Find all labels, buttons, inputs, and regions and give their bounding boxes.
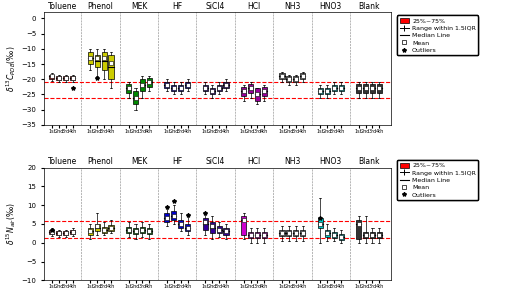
Bar (126, 84, 131, 93)
Bar (185, 82, 190, 88)
Bar (70, 76, 75, 80)
Bar (88, 228, 93, 235)
Bar (300, 230, 305, 236)
Bar (363, 232, 368, 238)
Bar (147, 229, 152, 234)
Bar (248, 84, 253, 93)
Bar (370, 84, 375, 93)
Bar (133, 91, 138, 103)
Bar (185, 224, 190, 232)
Bar (224, 228, 229, 235)
Bar (280, 230, 284, 236)
Bar (56, 232, 61, 235)
Text: Toluene: Toluene (48, 2, 77, 11)
Bar (95, 55, 100, 67)
Bar (56, 76, 61, 80)
Text: MEK: MEK (131, 157, 147, 166)
Bar (293, 76, 298, 82)
Bar (164, 82, 169, 88)
Bar (280, 73, 284, 79)
Text: SiCl4: SiCl4 (206, 157, 226, 166)
Text: Toluene: Toluene (48, 157, 77, 166)
Text: MEK: MEK (131, 2, 147, 11)
Bar (324, 230, 330, 237)
Bar (109, 55, 113, 79)
Bar (262, 87, 267, 96)
Bar (210, 222, 215, 233)
Bar (178, 220, 183, 228)
Bar (248, 232, 253, 238)
Bar (370, 232, 375, 238)
Bar (255, 88, 260, 101)
Bar (377, 84, 382, 93)
Bar (164, 213, 169, 222)
Bar (140, 227, 145, 233)
Y-axis label: $\delta^{13}C_{PDB}(‰)$: $\delta^{13}C_{PDB}(‰)$ (5, 45, 19, 92)
Bar (171, 211, 177, 220)
Bar (63, 232, 68, 235)
Bar (324, 88, 330, 95)
Text: HCl: HCl (247, 157, 261, 166)
Text: HCl: HCl (247, 2, 261, 11)
Bar (101, 52, 107, 70)
Text: Phenol: Phenol (88, 2, 114, 11)
Bar (356, 220, 361, 239)
Bar (126, 227, 131, 233)
Bar (293, 230, 298, 236)
Bar (286, 230, 291, 236)
Bar (70, 230, 75, 234)
Legend: 25%~75%, Range within 1.5IQR, Median Line, Mean, Outliers: 25%~75%, Range within 1.5IQR, Median Lin… (397, 160, 478, 200)
Bar (318, 218, 323, 228)
Bar (133, 229, 138, 234)
Bar (101, 227, 107, 233)
Bar (332, 85, 337, 91)
Text: HNO3: HNO3 (320, 2, 342, 11)
Bar (241, 217, 246, 235)
Text: NH3: NH3 (284, 2, 301, 11)
Bar (262, 232, 267, 238)
Text: HF: HF (172, 157, 182, 166)
Text: HNO3: HNO3 (320, 157, 342, 166)
Text: Blank: Blank (358, 157, 380, 166)
Bar (217, 85, 221, 91)
Bar (363, 84, 368, 93)
Bar (286, 76, 291, 82)
Bar (217, 226, 221, 233)
Text: SiCl4: SiCl4 (206, 2, 226, 11)
Bar (377, 232, 382, 238)
Bar (63, 76, 68, 80)
Text: Phenol: Phenol (88, 157, 114, 166)
Bar (178, 85, 183, 91)
Text: HF: HF (172, 2, 182, 11)
Bar (210, 88, 215, 95)
Bar (147, 78, 152, 87)
Bar (300, 73, 305, 79)
Bar (203, 218, 208, 230)
Bar (203, 85, 208, 91)
Bar (338, 234, 344, 240)
Legend: 25%~75%, Range within 1.5IQR, Median Line, Mean, Outliers: 25%~75%, Range within 1.5IQR, Median Lin… (397, 15, 478, 55)
Bar (255, 232, 260, 238)
Bar (318, 88, 323, 95)
Bar (140, 79, 145, 91)
Bar (338, 85, 344, 91)
Bar (356, 84, 361, 93)
Bar (88, 52, 93, 64)
Bar (241, 87, 246, 96)
Text: Blank: Blank (358, 2, 380, 11)
Bar (49, 75, 55, 79)
Y-axis label: $\delta^{15}N_{air}(‰)$: $\delta^{15}N_{air}(‰)$ (5, 203, 19, 245)
Bar (49, 230, 55, 234)
Bar (171, 85, 177, 91)
Text: NH3: NH3 (284, 157, 301, 166)
Bar (224, 82, 229, 88)
Bar (332, 232, 337, 238)
Bar (109, 225, 113, 231)
Bar (95, 224, 100, 232)
